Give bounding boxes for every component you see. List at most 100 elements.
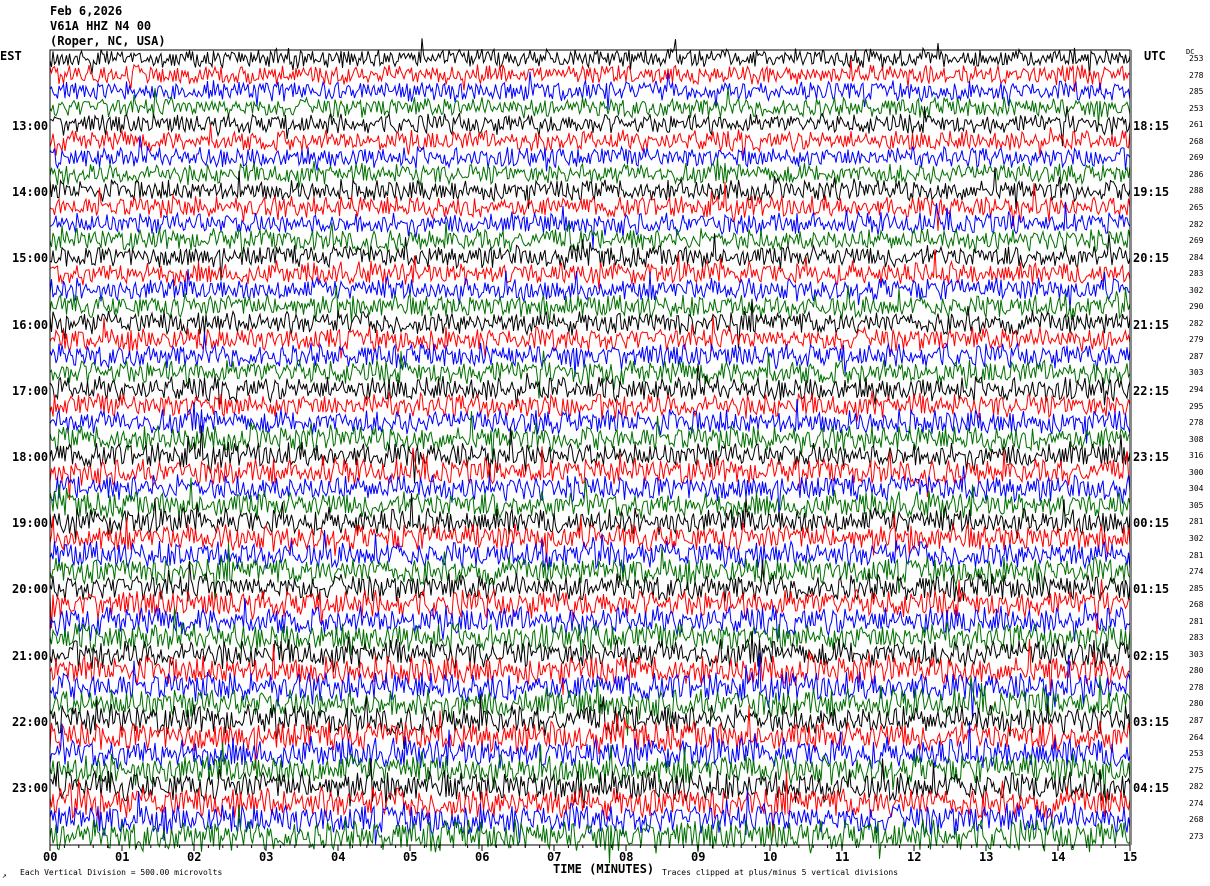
- trace-row-27: [49, 477, 1131, 520]
- dc-offset-value: 265: [1189, 202, 1204, 212]
- dc-column-title: DC: [1186, 48, 1195, 56]
- dc-offset-value: 268: [1189, 600, 1204, 610]
- trace-row-3: [49, 87, 1131, 126]
- trace-row-9: [49, 181, 1131, 231]
- est-hour-label: 21:00: [12, 648, 49, 663]
- trace-row-40: [49, 695, 1131, 750]
- utc-hour-label: 21:15: [1133, 317, 1170, 332]
- dc-offset-value: 253: [1189, 54, 1204, 63]
- trace-row-47: [49, 804, 1131, 864]
- station-label: V61A HHZ N4 00: [50, 19, 152, 33]
- dc-offset-value: 275: [1189, 765, 1204, 775]
- trace-row-5: [49, 124, 1131, 157]
- trace-row-0: [49, 38, 1131, 77]
- trace-row-41: [49, 705, 1131, 769]
- dc-offset-value: 253: [1189, 749, 1204, 759]
- dc-offset-value: 264: [1189, 732, 1204, 742]
- est-hour-label: 16:00: [12, 317, 49, 332]
- dc-offset-value: 281: [1189, 550, 1204, 560]
- trace-row-18: [49, 332, 1131, 377]
- trace-row-4: [49, 105, 1131, 147]
- trace-row-44: [49, 758, 1131, 808]
- trace-row-10: [49, 201, 1131, 248]
- trace-row-42: [49, 721, 1131, 775]
- trace-row-35: [49, 607, 1131, 657]
- trace-row-26: [49, 465, 1131, 517]
- dc-offset-value: 261: [1189, 120, 1204, 130]
- x-tick-label: 10: [763, 850, 778, 864]
- trace-row-39: [49, 674, 1131, 736]
- est-hour-label: 17:00: [12, 383, 49, 398]
- trace-row-14: [49, 268, 1131, 311]
- dc-offset-value: 282: [1189, 219, 1204, 229]
- dc-offset-value: 305: [1189, 500, 1204, 510]
- trace-row-37: [49, 638, 1131, 696]
- dc-offset-value: 283: [1189, 633, 1204, 643]
- dc-offset-value: 302: [1189, 285, 1204, 295]
- est-hour-label: 15:00: [12, 251, 49, 266]
- trace-row-32: [49, 560, 1131, 604]
- x-tick-label: 02: [187, 850, 202, 864]
- dc-offset-value: 253: [1189, 103, 1204, 113]
- dc-offset-value: 285: [1189, 87, 1204, 97]
- x-tick-label: 07: [547, 850, 562, 864]
- utc-hour-label: 02:15: [1133, 648, 1170, 663]
- dc-offset-value: 286: [1189, 169, 1204, 179]
- dc-offset-value: 294: [1189, 385, 1204, 394]
- x-tick-label: 05: [403, 850, 418, 864]
- trace-row-16: [49, 298, 1131, 349]
- x-tick-label: 09: [691, 850, 706, 864]
- dc-offset-value: 308: [1189, 434, 1204, 444]
- dc-offset-value: 268: [1189, 815, 1204, 825]
- utc-hour-label: 04:15: [1133, 781, 1170, 795]
- dc-offset-value: 269: [1189, 153, 1204, 163]
- trace-row-8: [49, 167, 1131, 210]
- trace-row-11: [49, 221, 1131, 262]
- dc-offset-value: 290: [1189, 302, 1204, 312]
- dc-offset-value: 269: [1189, 236, 1204, 246]
- trace-row-6: [49, 135, 1131, 172]
- est-hour-label: 19:00: [12, 516, 49, 531]
- x-tick-label: 03: [259, 850, 274, 864]
- trace-row-33: [49, 579, 1130, 635]
- dc-offset-value: 278: [1189, 70, 1204, 80]
- dc-offset-value: 300: [1189, 467, 1204, 477]
- dc-offset-value: 285: [1189, 583, 1204, 593]
- dc-offset-value: 282: [1189, 318, 1204, 328]
- utc-axis-title: UTC: [1144, 49, 1166, 63]
- dc-offset-value: 274: [1189, 567, 1204, 577]
- x-tick-label: 11: [835, 850, 850, 864]
- est-hour-label: 13:00: [12, 119, 49, 133]
- clip-note: Traces clipped at plus/minus 5 vertical …: [662, 868, 899, 877]
- trace-row-29: [49, 514, 1131, 563]
- utc-hour-label: 23:15: [1133, 450, 1170, 464]
- trace-row-12: [49, 233, 1131, 281]
- dc-offset-value: 316: [1189, 451, 1204, 461]
- utc-hour-label: 19:15: [1133, 185, 1170, 200]
- trace-row-19: [49, 350, 1131, 399]
- x-axis-title: TIME (MINUTES): [553, 862, 655, 876]
- est-hour-label: 14:00: [12, 185, 49, 200]
- trace-row-22: [49, 399, 1131, 444]
- x-tick-label: 08: [619, 850, 634, 864]
- trace-row-1: [49, 60, 1131, 92]
- trace-row-2: [49, 71, 1131, 110]
- dc-offset-value: 273: [1189, 831, 1204, 841]
- trace-row-34: [49, 598, 1131, 642]
- utc-hour-label: 01:15: [1133, 582, 1170, 597]
- trace-row-13: [49, 249, 1131, 290]
- dc-offset-value: 303: [1189, 649, 1204, 659]
- dc-offset-value: 268: [1189, 136, 1204, 146]
- trace-row-20: [49, 363, 1131, 408]
- x-tick-label: 15: [1123, 850, 1138, 864]
- est-axis-title: EST: [0, 49, 22, 63]
- x-tick-label: 13: [979, 850, 994, 864]
- dc-offset-value: 288: [1189, 186, 1204, 196]
- trace-row-15: [49, 285, 1131, 323]
- corner-mark: ↗: [2, 871, 7, 880]
- dc-offset-value: 278: [1189, 418, 1204, 428]
- dc-offset-value: 287: [1189, 716, 1204, 725]
- est-hour-label: 23:00: [12, 781, 49, 795]
- dc-offset-value: 302: [1189, 533, 1204, 543]
